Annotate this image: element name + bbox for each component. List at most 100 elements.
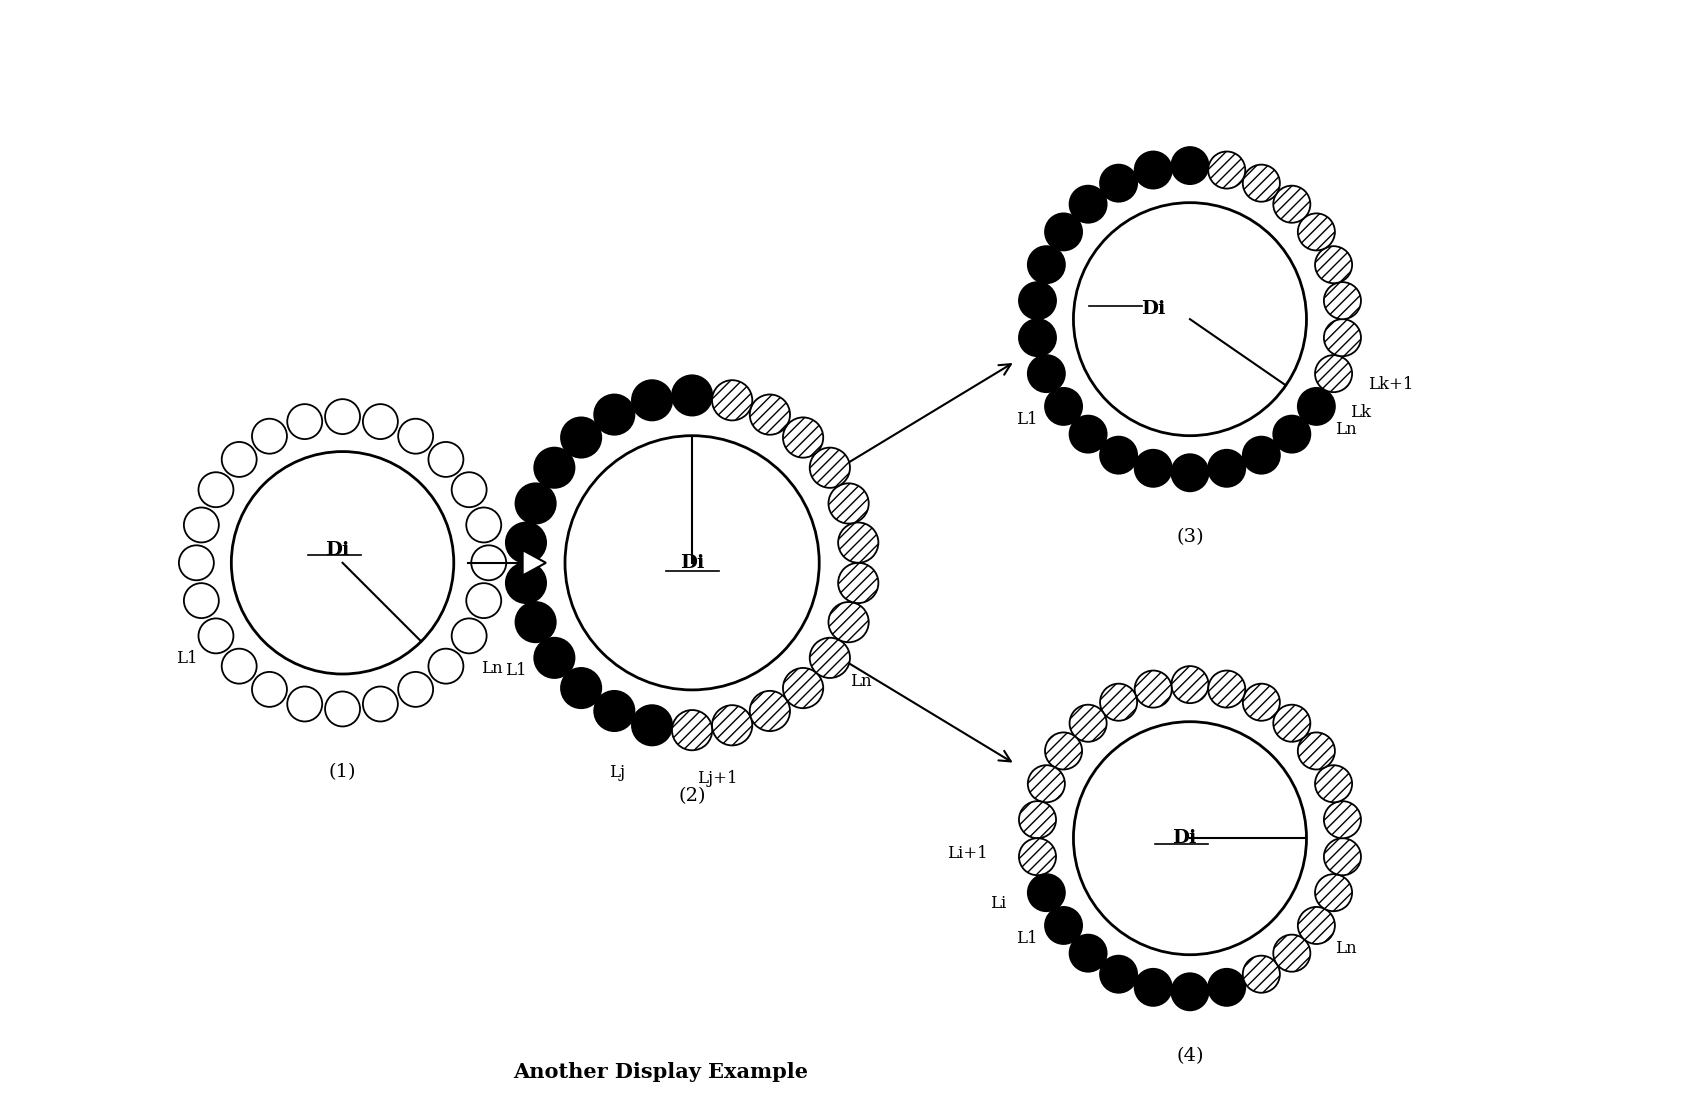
- Circle shape: [1069, 416, 1106, 453]
- Circle shape: [466, 583, 500, 618]
- Circle shape: [516, 483, 557, 524]
- Circle shape: [1208, 969, 1246, 1006]
- Text: Ln: Ln: [1336, 940, 1356, 957]
- Circle shape: [288, 404, 322, 439]
- Circle shape: [631, 380, 672, 420]
- Circle shape: [1273, 934, 1311, 971]
- Text: L1: L1: [1016, 930, 1038, 947]
- Text: Lj: Lj: [609, 764, 625, 780]
- Circle shape: [1099, 437, 1137, 474]
- Circle shape: [1273, 186, 1311, 223]
- Circle shape: [288, 687, 322, 721]
- Circle shape: [1242, 683, 1280, 720]
- Text: (2): (2): [679, 787, 706, 805]
- Circle shape: [252, 672, 288, 707]
- Circle shape: [1171, 454, 1208, 492]
- Circle shape: [1208, 670, 1246, 708]
- Circle shape: [751, 691, 790, 731]
- Text: Di: Di: [1140, 300, 1166, 318]
- Text: Di: Di: [679, 554, 705, 572]
- Circle shape: [429, 649, 463, 683]
- Circle shape: [1324, 282, 1362, 319]
- Circle shape: [398, 672, 432, 707]
- Circle shape: [1069, 934, 1106, 971]
- Circle shape: [1316, 765, 1351, 803]
- Circle shape: [1028, 355, 1065, 392]
- Circle shape: [1069, 186, 1106, 223]
- Circle shape: [1299, 213, 1334, 251]
- Circle shape: [837, 563, 878, 603]
- Circle shape: [505, 523, 546, 563]
- Circle shape: [810, 447, 849, 488]
- Circle shape: [466, 507, 500, 542]
- Circle shape: [1171, 973, 1208, 1010]
- Text: Ln: Ln: [1336, 421, 1356, 438]
- Circle shape: [1316, 246, 1351, 283]
- Circle shape: [429, 442, 463, 477]
- Circle shape: [1135, 969, 1171, 1006]
- Circle shape: [1171, 147, 1208, 184]
- Circle shape: [1299, 733, 1334, 769]
- Circle shape: [471, 545, 505, 580]
- Circle shape: [398, 419, 432, 454]
- Text: Di: Di: [1173, 830, 1197, 847]
- Circle shape: [179, 545, 214, 580]
- Circle shape: [1135, 670, 1171, 708]
- Circle shape: [451, 619, 487, 653]
- Circle shape: [1324, 802, 1362, 838]
- Circle shape: [1074, 721, 1307, 954]
- Circle shape: [221, 649, 257, 683]
- Circle shape: [1171, 666, 1208, 704]
- Circle shape: [1074, 203, 1307, 436]
- Circle shape: [562, 417, 601, 457]
- Circle shape: [783, 417, 824, 457]
- Circle shape: [1019, 802, 1055, 838]
- Circle shape: [184, 507, 220, 542]
- Circle shape: [516, 602, 557, 642]
- Circle shape: [534, 638, 575, 678]
- Circle shape: [221, 442, 257, 477]
- Circle shape: [1324, 838, 1362, 875]
- Circle shape: [363, 687, 398, 721]
- Circle shape: [199, 473, 233, 507]
- Circle shape: [783, 668, 824, 708]
- Text: L1: L1: [505, 662, 528, 679]
- Text: (4): (4): [1176, 1047, 1203, 1066]
- Circle shape: [672, 376, 711, 416]
- Circle shape: [1242, 165, 1280, 202]
- Circle shape: [1299, 388, 1334, 425]
- Circle shape: [1273, 416, 1311, 453]
- Circle shape: [325, 399, 361, 434]
- Text: Lj+1: Lj+1: [698, 770, 739, 787]
- Text: (3): (3): [1176, 529, 1203, 546]
- Circle shape: [829, 483, 868, 524]
- Circle shape: [1242, 437, 1280, 474]
- Circle shape: [672, 710, 711, 750]
- Circle shape: [1069, 705, 1106, 741]
- Circle shape: [1299, 906, 1334, 944]
- Circle shape: [1099, 683, 1137, 720]
- Circle shape: [1028, 874, 1065, 911]
- Circle shape: [1045, 213, 1082, 251]
- Circle shape: [199, 619, 233, 653]
- Circle shape: [1242, 956, 1280, 992]
- Circle shape: [325, 691, 361, 727]
- Circle shape: [1135, 152, 1171, 188]
- Circle shape: [505, 563, 546, 603]
- Text: Li+1: Li+1: [946, 845, 987, 862]
- Circle shape: [1045, 906, 1082, 944]
- Circle shape: [1316, 874, 1351, 911]
- Circle shape: [565, 436, 819, 690]
- Circle shape: [534, 447, 575, 488]
- Text: Lk: Lk: [1350, 404, 1372, 420]
- Text: Li: Li: [991, 895, 1006, 912]
- Circle shape: [1045, 733, 1082, 769]
- Circle shape: [1019, 838, 1055, 875]
- Circle shape: [252, 419, 288, 454]
- Circle shape: [1099, 165, 1137, 202]
- Circle shape: [363, 404, 398, 439]
- Circle shape: [1316, 355, 1351, 392]
- Text: Ln: Ln: [849, 673, 871, 690]
- Circle shape: [1019, 319, 1055, 356]
- Circle shape: [594, 395, 635, 435]
